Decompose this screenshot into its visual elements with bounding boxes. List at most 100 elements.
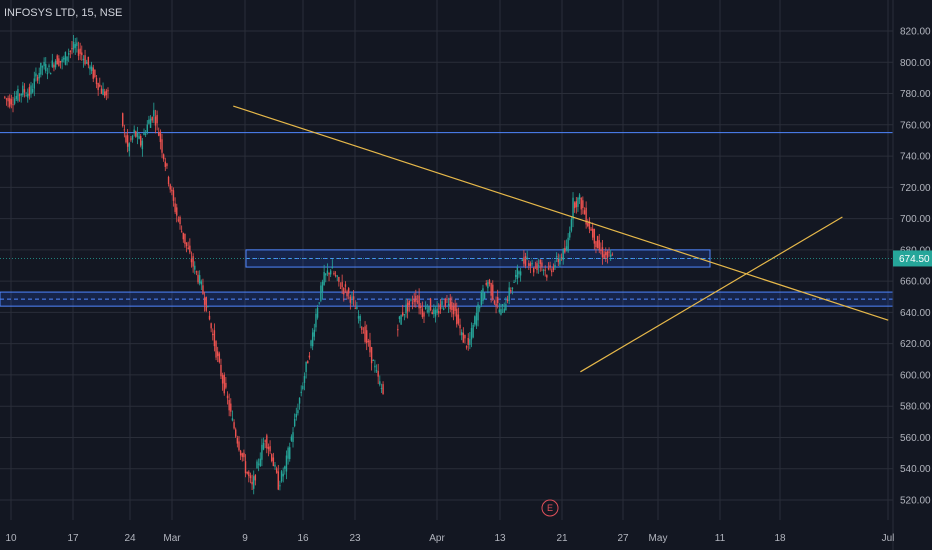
candle-body <box>565 246 568 250</box>
candle-body <box>472 325 474 338</box>
candle-body <box>518 271 520 275</box>
candle-body <box>241 453 243 457</box>
candle-body <box>318 302 320 304</box>
candle-body <box>151 117 153 121</box>
candle-body <box>433 308 435 314</box>
candle-body <box>439 304 442 310</box>
candle-body <box>454 303 456 311</box>
candle-body <box>573 202 576 209</box>
candle-body <box>316 307 319 318</box>
trendline[interactable] <box>233 105 889 321</box>
candle-body <box>302 385 304 390</box>
candle-body <box>256 461 258 469</box>
candle-body <box>510 289 512 292</box>
candle-body <box>375 370 378 372</box>
x-tick-label: Mar <box>163 533 181 544</box>
candle-body <box>515 274 517 277</box>
candle-body <box>261 444 263 460</box>
candle-body <box>94 69 96 78</box>
candle-body <box>338 276 340 282</box>
symbol-title: INFOSYS LTD, 15, NSE <box>4 7 123 19</box>
candle-body <box>20 93 22 96</box>
candle-body <box>457 314 460 324</box>
candle-body <box>253 476 255 489</box>
candle-body <box>498 309 501 313</box>
event-label: E <box>547 503 553 513</box>
candle-body <box>536 263 538 271</box>
candle-body <box>431 312 433 314</box>
candle-body <box>13 98 16 104</box>
candle-body <box>272 457 275 467</box>
candle-body <box>397 329 399 331</box>
candle-body <box>215 341 217 358</box>
y-tick-label: 740.00 <box>900 152 931 163</box>
candle-body <box>470 328 473 340</box>
candle-body <box>238 441 240 451</box>
candle-body <box>81 52 83 56</box>
time-axis[interactable]: 10 17 24 Mar 9 16 23 Apr 13 21 27 May 11 18 Jul <box>5 533 894 544</box>
candle-body <box>311 332 314 347</box>
candle-body <box>493 300 496 304</box>
candle-body <box>428 306 430 313</box>
candle-body <box>321 281 324 292</box>
candle-body <box>205 296 207 311</box>
candle-body <box>184 233 186 244</box>
candle-body <box>505 304 507 311</box>
candle-body <box>95 78 98 85</box>
candle-body <box>339 287 342 289</box>
candle-body <box>377 371 379 377</box>
candle-body <box>298 397 301 404</box>
candle-body <box>138 136 140 139</box>
x-tick-label: 27 <box>617 533 629 544</box>
candle-body <box>12 104 14 106</box>
y-tick-label: 780.00 <box>900 89 931 100</box>
candle-body <box>451 302 453 311</box>
candle-body <box>555 256 558 258</box>
candle-body <box>25 95 27 97</box>
last-price-tag <box>893 250 932 267</box>
candle-body <box>251 481 253 485</box>
candle-body <box>169 184 171 190</box>
candle-body <box>290 436 293 441</box>
candle-body <box>56 55 58 65</box>
candle-body <box>4 96 6 98</box>
candle-body <box>10 99 13 105</box>
candle-body <box>36 77 39 81</box>
candle-body <box>192 256 194 267</box>
candle-body <box>464 334 466 339</box>
earnings-event-marker[interactable]: E <box>541 499 559 517</box>
candle-body <box>143 132 145 135</box>
candle-body <box>506 299 509 302</box>
candle-body <box>239 450 242 456</box>
candle-body <box>434 310 437 317</box>
candle-body <box>415 295 417 302</box>
candle-body <box>456 308 458 325</box>
candle-body <box>123 129 126 131</box>
candle-body <box>279 485 281 487</box>
candle-body <box>475 312 478 326</box>
candle-body <box>269 446 271 452</box>
candle-body <box>156 114 158 124</box>
candle-body <box>161 139 163 153</box>
candle-body <box>449 297 451 310</box>
x-tick-label: 13 <box>494 533 506 544</box>
candle-body <box>361 327 363 330</box>
candle-body <box>148 119 150 124</box>
candle-body <box>398 316 401 320</box>
candle-body <box>531 263 533 265</box>
candle-body <box>403 314 406 316</box>
candle-body <box>130 138 132 140</box>
y-tick-label: 720.00 <box>900 183 931 194</box>
candle-body <box>266 435 268 449</box>
candle-body <box>554 264 556 268</box>
candle-body <box>79 48 81 54</box>
candle-body <box>31 89 34 93</box>
candle-body <box>59 60 62 63</box>
candle-body <box>570 219 573 231</box>
candle-body <box>262 442 265 450</box>
candle-body <box>300 391 302 394</box>
candle-body <box>182 232 185 240</box>
x-tick-label: 11 <box>715 533 726 544</box>
trendline[interactable] <box>580 216 843 373</box>
